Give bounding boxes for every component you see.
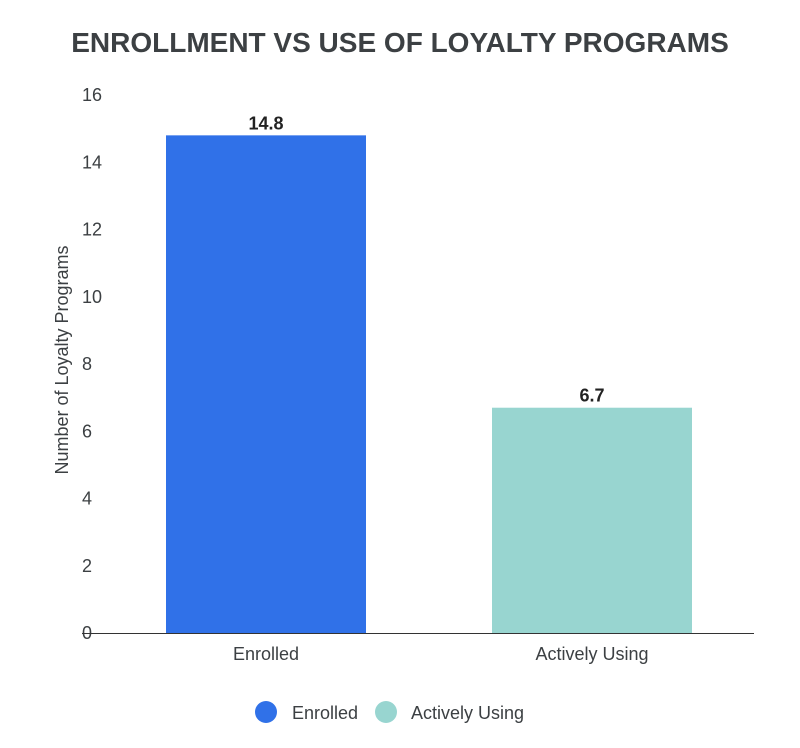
x-axis-categories: Enrolled Actively Using: [233, 644, 649, 664]
bars-group: 14.8 6.7: [166, 113, 692, 633]
y-axis-label: Number of Loyalty Programs: [52, 245, 72, 474]
bar-actively-using[interactable]: [492, 407, 692, 633]
y-tick-label: 2: [82, 556, 92, 576]
y-tick-label: 14: [82, 152, 102, 172]
legend-swatch: [375, 701, 397, 723]
x-category-label: Enrolled: [233, 644, 299, 664]
legend-swatch: [255, 701, 277, 723]
y-tick-label: 12: [82, 220, 102, 240]
y-tick-label: 10: [82, 287, 102, 307]
legend: Enrolled Actively Using: [255, 701, 524, 723]
legend-label[interactable]: Enrolled: [292, 703, 358, 723]
y-tick-label: 6: [82, 421, 92, 441]
data-label: 14.8: [248, 113, 283, 133]
y-tick-label: 4: [82, 489, 92, 509]
chart-title: ENROLLMENT VS USE OF LOYALTY PROGRAMS: [71, 27, 729, 58]
legend-label[interactable]: Actively Using: [411, 703, 524, 723]
y-tick-label: 8: [82, 354, 92, 374]
data-label: 6.7: [579, 386, 604, 406]
y-tick-label: 16: [82, 85, 102, 105]
bar-enrolled[interactable]: [166, 135, 366, 633]
x-category-label: Actively Using: [535, 644, 648, 664]
